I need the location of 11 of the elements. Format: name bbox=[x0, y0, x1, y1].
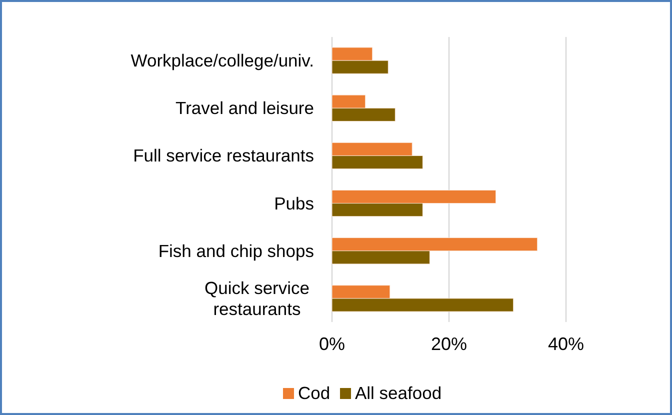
x-tick-label: 20% bbox=[430, 334, 468, 354]
legend-label: All seafood bbox=[355, 383, 442, 403]
x-tick-label: 0% bbox=[318, 334, 346, 354]
legend-label: Cod bbox=[298, 383, 330, 403]
y-tick-label: Travel and leisure bbox=[176, 98, 314, 118]
y-tick-label: Quick service restaurants bbox=[204, 278, 310, 319]
y-tick-label: Pubs bbox=[274, 193, 314, 214]
y-tick-label: Workplace/college/univ. bbox=[130, 50, 314, 71]
x-tick-label: 40% bbox=[548, 334, 584, 354]
y-tick-label: Fish and chip shops bbox=[158, 240, 314, 261]
y-tick-label: Full service restaurants bbox=[133, 146, 314, 166]
